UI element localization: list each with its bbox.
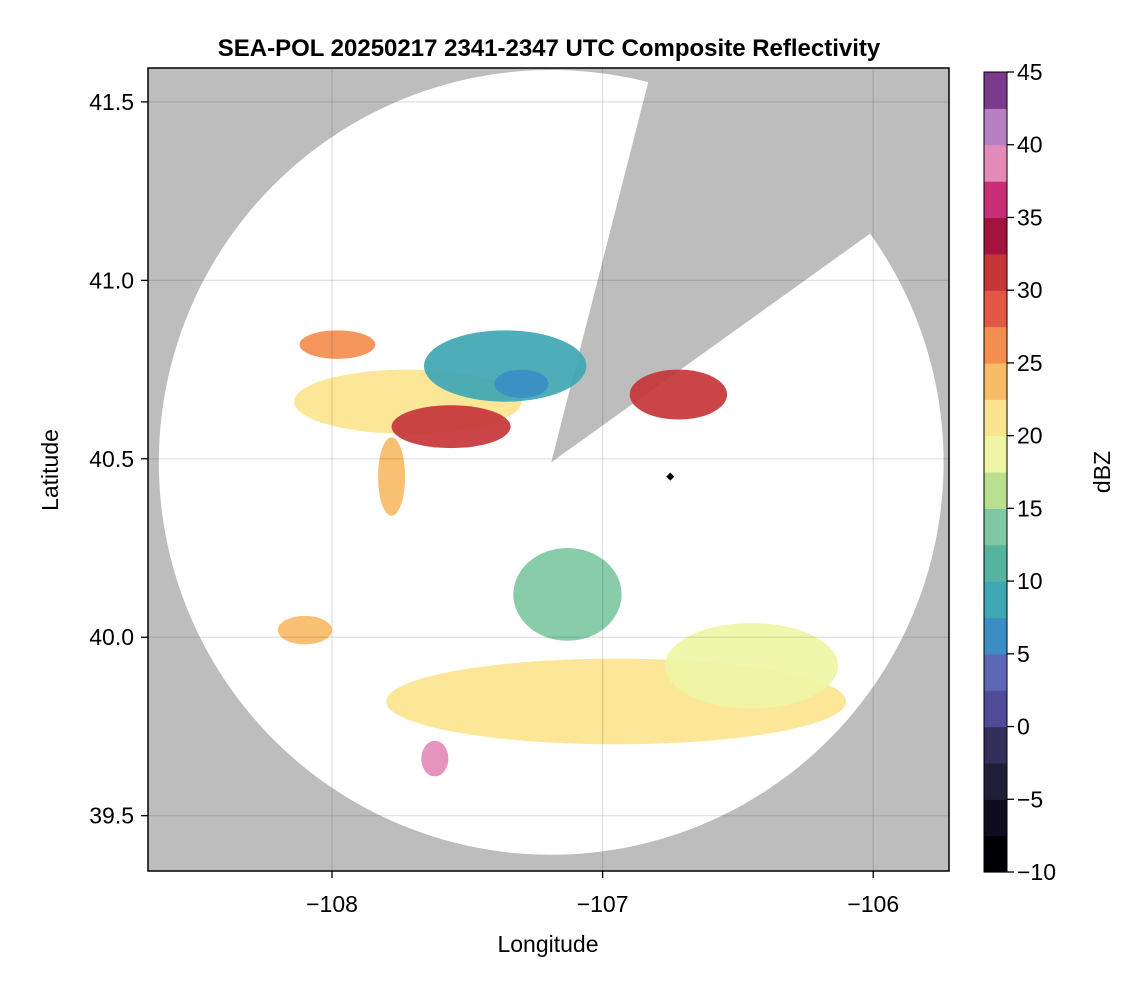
colorbar-tick-label: −10 <box>1017 859 1056 885</box>
colorbar-swatch <box>984 181 1007 219</box>
echo-northern-band-core <box>391 405 511 449</box>
colorbar-swatch <box>984 290 1007 328</box>
colorbar-swatch <box>984 108 1007 146</box>
colorbar-swatch <box>984 617 1007 655</box>
echo-central-cell <box>513 548 622 641</box>
colorbar-swatch <box>984 399 1007 437</box>
x-tick-label: −107 <box>577 891 629 917</box>
plot-frame <box>147 67 950 872</box>
colorbar-swatch <box>984 544 1007 582</box>
echo-northern-blue-patch <box>494 369 549 399</box>
colorbar-tick-label: 30 <box>1017 277 1043 303</box>
colorbar-swatch <box>984 144 1007 182</box>
colorbar-swatches <box>984 72 1007 873</box>
colorbar-tick-label: 5 <box>1017 641 1030 667</box>
colorbar-tick-label: 25 <box>1017 350 1043 376</box>
echo-northeast-cell <box>629 369 728 420</box>
y-tick-label: 41.5 <box>89 89 134 115</box>
x-tick-label: −108 <box>306 891 358 917</box>
y-axis: 39.5 40.0 40.5 41.0 41.5 <box>89 89 148 829</box>
colorbar-swatch <box>984 653 1007 691</box>
echo-southward-tail <box>378 437 406 516</box>
colorbar-swatch <box>984 217 1007 255</box>
y-tick-label: 40.5 <box>89 446 134 472</box>
grid-lines <box>148 68 949 871</box>
y-tick-label: 41.0 <box>89 267 134 293</box>
chart-title: SEA-POL 20250217 2341-2347 UTC Composite… <box>218 35 881 62</box>
colorbar-swatch <box>984 472 1007 509</box>
colorbar-tick-label: 35 <box>1017 204 1043 230</box>
colorbar-tick-label: 20 <box>1017 423 1043 449</box>
colorbar-swatch <box>984 435 1007 473</box>
reflectivity-echoes <box>277 330 847 777</box>
colorbar-label: dBZ <box>1089 451 1115 493</box>
colorbar-swatch <box>984 726 1007 764</box>
colorbar-tick-label: 45 <box>1017 59 1043 85</box>
colorbar-swatch <box>984 762 1007 800</box>
colorbar-tick-label: 0 <box>1017 714 1030 740</box>
colorbar-swatch <box>984 362 1007 400</box>
echo-western-fragment <box>277 615 333 645</box>
colorbar-tick-label: 15 <box>1017 495 1043 521</box>
colorbar-frame <box>983 71 1008 873</box>
y-tick-label: 39.5 <box>89 803 134 829</box>
colorbar-tick-label: 40 <box>1017 132 1043 158</box>
colorbar-swatch <box>984 326 1007 364</box>
y-axis-label: Latitude <box>37 429 63 511</box>
colorbar: −10 −5 0 5 10 15 20 25 30 35 40 45 dBZ <box>983 59 1115 885</box>
plot-area <box>147 67 950 872</box>
colorbar-swatch <box>984 253 1007 291</box>
colorbar-tick-label: 10 <box>1017 568 1043 594</box>
x-tick-label: −106 <box>847 891 899 917</box>
colorbar-swatch <box>984 799 1007 837</box>
colorbar-swatch <box>984 508 1007 546</box>
colorbar-swatch <box>984 72 1007 109</box>
x-axis-label: Longitude <box>497 931 598 957</box>
radar-site-marker <box>666 472 675 481</box>
x-axis: −108 −107 −106 <box>306 871 899 917</box>
echo-southern-band-east <box>664 622 839 709</box>
y-tick-label: 40.0 <box>89 624 134 650</box>
echo-southwest-core <box>421 740 449 777</box>
colorbar-ticks: −10 −5 0 5 10 15 20 25 30 35 40 45 <box>1007 59 1056 885</box>
colorbar-swatch <box>984 835 1007 873</box>
colorbar-swatch <box>984 581 1007 619</box>
echo-northwest-streak <box>299 330 376 359</box>
colorbar-swatch <box>984 690 1007 728</box>
colorbar-tick-label: −5 <box>1017 786 1043 812</box>
